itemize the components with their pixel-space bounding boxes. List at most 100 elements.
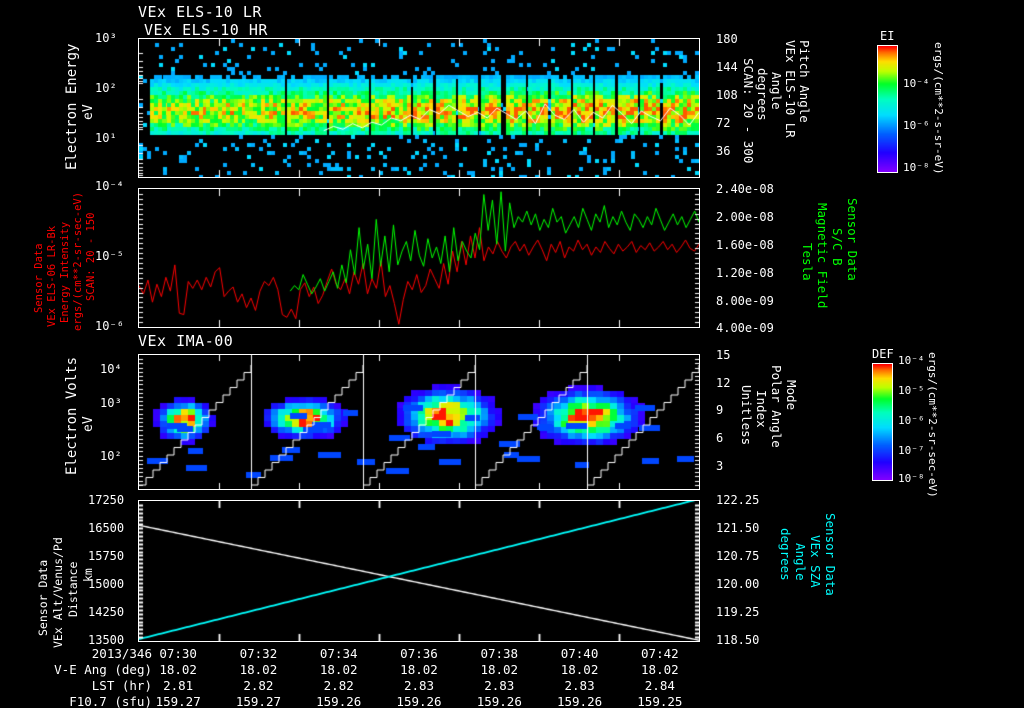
- panel4-ytick-2: 15750: [88, 549, 125, 563]
- panel3-ytick-2: 10²: [100, 449, 122, 463]
- panel3-colorbar-tick-2: 10⁻⁶: [898, 414, 925, 427]
- footer-cell-f107-0: 159.27: [155, 694, 201, 708]
- footer-cell-time-1: 07:32: [239, 646, 278, 661]
- panel4-y2tick-2: 120.75: [716, 549, 760, 563]
- panel1-plot-area[interactable]: [138, 38, 700, 178]
- footer-cell-f107-1: 159.27: [235, 694, 281, 708]
- panel3-colorbar-title: DEF: [872, 347, 894, 361]
- panel1-title-lr: VEx ELS-10 LR: [138, 3, 262, 21]
- panel4-ytick-1: 16500: [88, 521, 125, 535]
- panel3-y2label-3: Unitless: [739, 385, 754, 446]
- footer-cell-ve_ang-3: 18.02: [400, 662, 438, 677]
- panel1-title-hr: VEx ELS-10 HR: [144, 21, 268, 39]
- panel1-colorbar-tick-1: 10⁻⁶: [903, 119, 930, 132]
- panel1-colorbar-unit: ergs/(cm**2-s-sr-eV): [932, 42, 945, 175]
- panel3-ylabel-main: Electron Volts: [64, 356, 80, 475]
- panel3-title: VEx IMA-00: [138, 332, 234, 350]
- panel2-y2tick-3: 1.20e-08: [716, 266, 774, 280]
- panel3-colorbar-unit: ergs/(cm**2-sr-sec-eV): [926, 352, 939, 498]
- panel1-ylabel-unit: eV: [81, 104, 96, 120]
- footer-cell-time-0: 07:30: [159, 646, 197, 661]
- panel2-ytick-2: 10⁻⁶: [95, 319, 124, 333]
- panel2-ylabel-2: Energy Intensity: [59, 221, 71, 323]
- panel4-ytick-4: 14250: [88, 605, 125, 619]
- panel2-y2label-3: Tesla: [800, 243, 815, 281]
- panel2-plot-area[interactable]: [138, 188, 700, 328]
- footer-cell-time-4: 07:38: [480, 646, 519, 661]
- footer-cell-lst-4: 2.83: [484, 678, 515, 693]
- footer-rowlabel-2: LST (hr): [91, 678, 152, 693]
- panel1-ytick-2: 10¹: [95, 131, 117, 145]
- footer-cell-lst-5: 2.83: [564, 678, 595, 693]
- footer-cell-f107-2: 159.26: [316, 694, 362, 708]
- footer-cell-lst-1: 2.82: [243, 678, 274, 693]
- panel3-colorbar-tick-4: 10⁻⁸: [898, 472, 925, 485]
- footer-cell-lst-6: 2.84: [644, 678, 675, 693]
- panel4-y2tick-3: 120.00: [716, 577, 760, 591]
- panel2-y2label-0: Sensor Data: [845, 198, 860, 281]
- footer-cell-f107-6: 159.25: [637, 694, 683, 708]
- panel3-colorbar-tick-0: 10⁻⁴: [898, 354, 925, 367]
- panel1-y2label-0: Pitch Angle: [797, 40, 812, 123]
- panel4-y2tick-4: 119.25: [716, 605, 760, 619]
- footer-cell-ve_ang-0: 18.02: [159, 662, 197, 677]
- panel1-ylabel-main: Electron Energy: [64, 43, 80, 170]
- footer-cell-ve_ang-4: 18.02: [480, 662, 519, 677]
- panel2-ylabel-3: ergs/(cm**2-sr-sec-eV): [72, 191, 84, 331]
- panel3-y2tick-2: 9: [716, 403, 724, 417]
- panel1-colorbar-title: EI: [880, 29, 895, 43]
- footer-cell-ve_ang-2: 18.02: [319, 662, 358, 677]
- panel1-y2label-4: SCAN: 20 - 300: [741, 58, 756, 164]
- panel3-plot-area[interactable]: [138, 354, 700, 490]
- footer-cell-time-3: 07:36: [400, 646, 438, 661]
- panel2-ytick-0: 10⁻⁴: [95, 179, 124, 193]
- panel3-colorbar-tick-3: 10⁻⁷: [898, 444, 925, 457]
- panel2-y2tick-4: 8.00e-09: [716, 294, 774, 308]
- footer-cell-lst-0: 2.81: [163, 678, 194, 693]
- panel4-plot-area[interactable]: [138, 500, 700, 642]
- panel1-y2label-3: degrees: [755, 68, 770, 121]
- footer-cell-f107-4: 159.26: [476, 694, 522, 708]
- panel3-y2label-1: Polar Angle: [769, 365, 784, 448]
- footer-cell-lst-2: 2.82: [323, 678, 354, 693]
- panel3-y2tick-4: 3: [716, 459, 724, 473]
- panel2-ylabel-1: VEx ELS-06 LR-Bk: [46, 225, 58, 327]
- panel4-y2label-1: VEx SZA: [808, 535, 823, 588]
- panel3-y2tick-3: 6: [716, 431, 724, 445]
- panel3-colorbar: [872, 363, 893, 481]
- panel4-ytick-0: 17250: [88, 493, 125, 507]
- panel3-y2tick-1: 12: [716, 376, 731, 390]
- footer-cell-f107-3: 159.26: [396, 694, 442, 708]
- panel2-ylabel-0: Sensor Data: [33, 243, 45, 313]
- panel1-y2tick-4: 36: [716, 144, 731, 158]
- panel1-y2tick-3: 72: [716, 116, 731, 130]
- panel1-ytick-1: 10²: [95, 81, 117, 95]
- panel4-y2tick-0: 122.25: [716, 493, 760, 507]
- panel1-y2tick-1: 144: [716, 60, 738, 74]
- footer-cell-f107-5: 159.26: [556, 694, 603, 708]
- panel2-y2label-1: S/C B: [830, 228, 845, 266]
- footer-rowlabel-3: F10.7 (sfu): [69, 694, 152, 708]
- footer-rowlabel-1: V-E Ang (deg): [54, 662, 152, 677]
- footer-cell-lst-3: 2.83: [403, 678, 435, 693]
- panel3-colorbar-tick-1: 10⁻⁵: [898, 384, 925, 397]
- footer-cell-time-6: 07:42: [641, 646, 679, 661]
- panel3-ytick-1: 10³: [100, 396, 122, 410]
- footer-cell-ve_ang-5: 18.02: [560, 662, 599, 677]
- footer-cell-ve_ang-1: 18.02: [239, 662, 278, 677]
- footer-cell-ve_ang-6: 18.02: [641, 662, 679, 677]
- panel1-y2tick-2: 108: [716, 88, 738, 102]
- panel2-y2tick-2: 1.60e-08: [716, 238, 774, 252]
- panel3-ylabel-unit: eV: [81, 416, 96, 432]
- footer-rowlabel-0: 2013/346: [91, 646, 152, 661]
- panel1-y2label-1: VEx ELS-10 LR: [783, 40, 798, 138]
- panel4-ytick-3: 15000: [88, 577, 125, 591]
- panel3-y2label-2: Index: [754, 390, 769, 428]
- panel3-y2label-0: Mode: [784, 380, 799, 411]
- panel1-y2tick-0: 180: [716, 32, 738, 46]
- panel2-y2label-2: Magnetic Field: [815, 203, 830, 309]
- panel4-y2label-3: degrees: [778, 528, 793, 581]
- panel4-ylabel-1: VEx Alt/Venus/Pd: [51, 537, 65, 648]
- panel1-colorbar-tick-2: 10⁻⁸: [903, 161, 930, 174]
